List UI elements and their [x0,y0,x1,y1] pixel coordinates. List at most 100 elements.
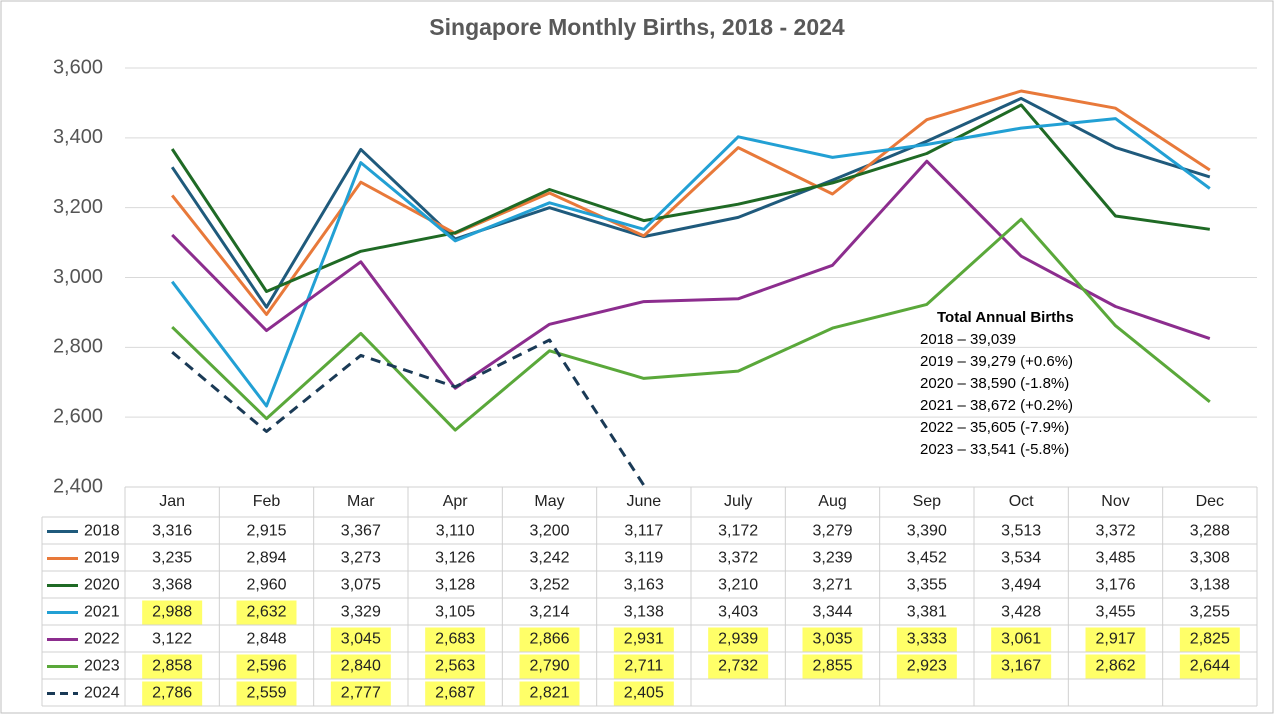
highlight [519,681,580,706]
x-tick-label: Apr [443,493,469,510]
lines [170,89,1211,487]
table-value: 3,513 [1001,523,1041,540]
highlight [708,654,769,679]
x-tick-label: Oct [1009,493,1034,510]
y-tick-label: 2,600 [53,405,103,427]
table-value: 2,644 [1190,658,1230,675]
y-tick-label: 3,200 [53,196,103,218]
table-value: 2,596 [246,658,286,675]
table-value: 2,858 [152,658,192,675]
table-value: 2,848 [246,631,286,648]
x-tick-label: Jan [159,493,185,510]
table-value: 3,288 [1190,523,1230,540]
highlight [142,681,203,706]
highlight [142,654,203,679]
table-value: 2,563 [435,658,475,675]
highlight [519,654,580,679]
table-value: 3,163 [624,577,664,594]
table-value: 3,367 [341,523,381,540]
highlight [1179,627,1240,652]
table-value: 3,390 [907,523,947,540]
table-value: 3,110 [436,523,475,540]
highlight [991,654,1052,679]
table-value: 2,960 [246,577,286,594]
table-value: 3,128 [435,577,475,594]
table-value: 3,172 [718,523,758,540]
series-line [170,96,1211,309]
series-line [170,103,1211,293]
series-line [171,338,646,487]
highlight [330,681,391,706]
table-value: 3,355 [907,577,947,594]
table-value: 3,176 [1095,577,1135,594]
table-value: 3,271 [812,577,852,594]
table-value: 2,790 [529,658,569,675]
x-tick-label: Aug [818,493,846,510]
highlight [519,627,580,652]
table-value: 2,988 [152,604,192,621]
table-value: 2,915 [246,523,286,540]
table-value: 2,862 [1095,658,1135,675]
highlight [991,627,1052,652]
table-value: 2,855 [812,658,852,675]
table-value: 3,075 [341,577,381,594]
x-tick-label: Nov [1101,493,1129,510]
table-value: 3,045 [341,631,381,648]
highlight [802,627,863,652]
series-line [171,217,1211,432]
highlight [1085,654,1146,679]
table-value: 3,214 [529,604,569,621]
highlight [896,627,957,652]
annotation-line: 2019 – 39,279 (+0.6%) [920,353,1073,370]
table-value: 2,821 [529,685,569,702]
legend-label: 2024 [84,685,120,702]
table-value: 3,403 [718,604,758,621]
highlight [425,627,486,652]
table-value: 3,381 [907,604,947,621]
table-value: 3,138 [624,604,664,621]
highlight [330,654,391,679]
table-value: 3,138 [1190,577,1230,594]
legend-label: 2019 [84,550,120,567]
table-value: 2,732 [718,658,758,675]
table-value: 3,428 [1001,604,1041,621]
legend-label: 2020 [84,577,120,594]
table-value: 3,117 [624,523,663,540]
highlight [613,681,674,706]
annotation-line: 2023 – 33,541 (-5.8%) [920,441,1069,458]
table-value: 3,368 [152,577,192,594]
table-value: 2,840 [341,658,381,675]
table-value: 3,105 [435,604,475,621]
table-value: 3,239 [812,550,852,567]
legend-label: 2021 [84,604,120,621]
legend-label: 2022 [84,631,120,648]
highlight [1085,627,1146,652]
table-value: 3,494 [1001,577,1041,594]
table-value: 3,210 [718,577,758,594]
table-value: 2,687 [435,685,475,702]
highlight [236,654,297,679]
highlight [236,681,297,706]
table-value: 2,786 [152,685,192,702]
highlight [613,654,674,679]
table-value: 3,308 [1190,550,1230,567]
table-value: 2,711 [624,658,663,675]
highlight [425,654,486,679]
highlight [802,654,863,679]
table-value: 2,939 [718,631,758,648]
x-tick-label: July [724,493,752,510]
chart-title: Singapore Monthly Births, 2018 - 2024 [429,14,845,40]
table-value: 2,683 [435,631,475,648]
annotation-line: 2022 – 35,605 (-7.9%) [920,419,1069,436]
series-line [171,159,1211,390]
table-value: 2,917 [1095,631,1135,648]
y-tick-label: 3,600 [53,56,103,78]
x-tick-label: Mar [347,493,375,510]
table-value: 3,344 [812,604,852,621]
table-value: 3,455 [1095,604,1135,621]
y-tick-label: 3,000 [53,266,103,288]
table-value: 2,894 [246,550,286,567]
highlight [896,654,957,679]
table-value: 3,126 [435,550,475,567]
x-tick-label: May [534,493,564,510]
